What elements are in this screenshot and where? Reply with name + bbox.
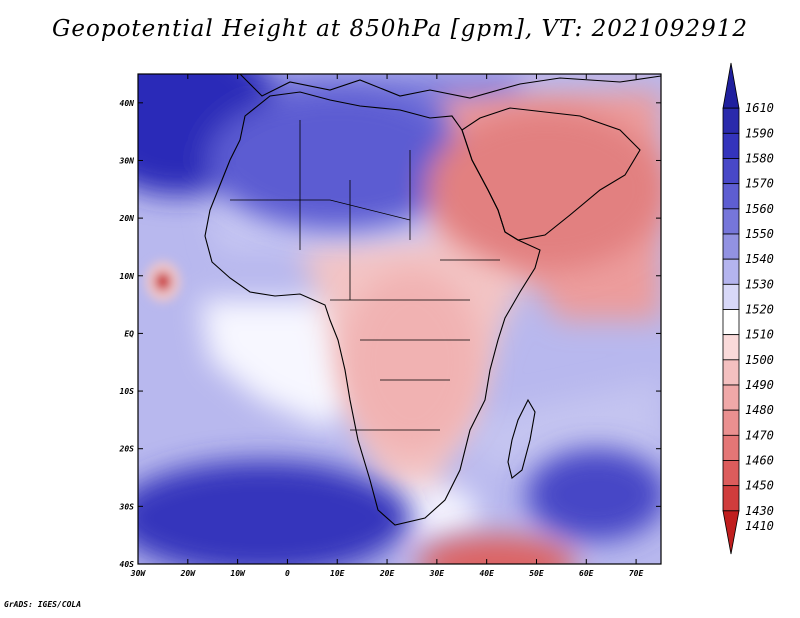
colorbar-swatch xyxy=(722,409,740,436)
coastlines xyxy=(204,74,661,526)
colorbar-swatch xyxy=(722,107,740,134)
colorbar-swatch xyxy=(722,434,740,461)
colorbar-label: 1550 xyxy=(745,227,774,241)
lon-tick-label: 70E xyxy=(629,569,644,578)
low-arabia xyxy=(426,108,661,270)
lat-tick-label: 20S xyxy=(119,445,135,454)
lon-tick-label: 40E xyxy=(479,569,494,578)
high-indian-ocean xyxy=(526,448,661,541)
lon-tick-label: 30W xyxy=(130,569,147,578)
lon-tick-label: 0 xyxy=(285,569,290,578)
colorbar-swatch xyxy=(722,485,740,512)
colorbar-swatch xyxy=(722,233,740,260)
colorbar-swatch xyxy=(722,183,740,210)
colorbar-swatch xyxy=(722,258,740,285)
footer-credit: GrADS: IGES/COLA xyxy=(4,600,82,609)
lon-tick-label: 50E xyxy=(529,569,544,578)
colorbar-label: 1580 xyxy=(745,152,774,166)
colorbar-label: 1480 xyxy=(745,403,774,417)
colorbar-label: 1510 xyxy=(745,328,774,342)
colorbar-label: 1570 xyxy=(745,177,774,191)
colorbar-swatch xyxy=(722,158,740,185)
lat-tick-label: 20N xyxy=(119,214,135,223)
colorbar-label: 1470 xyxy=(745,428,774,442)
lat-tick-label: 10S xyxy=(120,387,135,396)
colorbar-swatch xyxy=(722,309,740,336)
colorbar-label: 1590 xyxy=(745,126,774,140)
colorbar-swatch xyxy=(722,283,740,310)
lon-tick-label: 20W xyxy=(180,569,197,578)
lon-tick-label: 30E xyxy=(429,569,445,578)
colorbar-swatch xyxy=(722,208,740,235)
colorbar-swatch xyxy=(722,132,740,159)
contour-fill-layer xyxy=(138,74,661,564)
colorbar-label: 1460 xyxy=(745,454,774,468)
lat-tick-label: 10N xyxy=(120,272,135,281)
lat-tick-label: 30N xyxy=(119,156,135,165)
plot-frame xyxy=(137,73,662,565)
high-sahara xyxy=(207,91,467,230)
lat-tick-label: EQ xyxy=(124,329,134,338)
latitude-axis: 40N 30N 20N 10N EQ 10S 20S 30S 40S xyxy=(119,99,661,569)
low-atlantic-cyclone xyxy=(154,272,171,291)
low-east-africa xyxy=(342,270,482,455)
lon-tick-label: 60E xyxy=(579,569,594,578)
map-title: Geopotential Height at 850hPa [gpm], VT:… xyxy=(52,16,748,42)
colorbar-label: 1430 xyxy=(745,504,774,518)
colorbar-label: 1500 xyxy=(745,353,774,367)
arabia-coastline xyxy=(461,107,641,241)
lon-tick-label: 10W xyxy=(230,569,246,578)
colorbar-label: 1540 xyxy=(745,252,774,266)
colorbar-label: 1490 xyxy=(745,378,774,392)
colorbar-label: 1520 xyxy=(745,303,774,317)
lat-tick-label: 40N xyxy=(120,99,135,108)
colorbar-label: 1450 xyxy=(745,479,774,493)
madagascar-coastline xyxy=(507,398,536,479)
lat-tick-label: 40S xyxy=(120,560,135,569)
colorbar-swatch xyxy=(722,334,740,361)
colorbar-label: 1610 xyxy=(745,101,774,115)
low-southern-ocean xyxy=(416,535,577,564)
longitude-axis: 30W 20W 10W 0 10E 20E 30E 40E 50E 60E 70E xyxy=(130,74,644,578)
lon-tick-label: 20E xyxy=(379,569,395,578)
lon-tick-label: 10E xyxy=(330,569,345,578)
lat-tick-label: 30S xyxy=(119,502,135,511)
africa-coastline xyxy=(204,91,541,526)
colorbar-bottom-arrow xyxy=(722,510,740,555)
colorbar-label: 1410 xyxy=(745,519,774,533)
colorbar-label: 1530 xyxy=(745,277,774,291)
colorbar-label: 1560 xyxy=(745,202,774,216)
high-south-atlantic xyxy=(138,460,412,564)
colorbar-swatch xyxy=(722,460,740,487)
colorbar-top-arrow xyxy=(722,62,740,109)
colorbar-swatch xyxy=(722,384,740,411)
colorbar-swatch xyxy=(722,359,740,386)
europe-coastline xyxy=(239,74,661,99)
